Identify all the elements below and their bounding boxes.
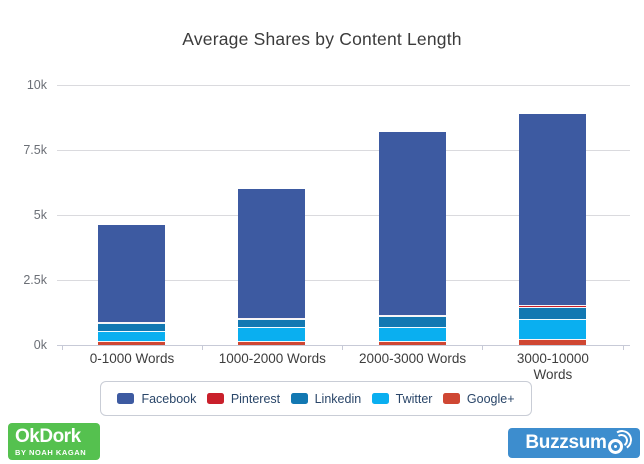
okdork-logo-subtitle: BY NOAH KAGAN bbox=[15, 447, 87, 457]
twitter-segment[interactable] bbox=[98, 330, 166, 341]
legend-swatch bbox=[117, 393, 135, 404]
twitter-segment[interactable] bbox=[519, 318, 587, 339]
facebook-segment[interactable] bbox=[98, 224, 166, 323]
legend-item-google[interactable]: Google+ bbox=[442, 391, 515, 406]
signal-arc-icon bbox=[609, 427, 634, 452]
twitter-segment[interactable] bbox=[238, 327, 306, 341]
bar-0-1000-words[interactable] bbox=[98, 224, 166, 345]
buzzsumo-logo[interactable]: Buzzsum bbox=[508, 427, 640, 458]
pinterest-segment[interactable] bbox=[238, 317, 306, 319]
facebook-segment[interactable] bbox=[519, 113, 587, 305]
x-axis-tick bbox=[482, 345, 484, 350]
okdork-logo[interactable]: OkDork BY NOAH KAGAN bbox=[8, 423, 100, 460]
x-axis-label: 3000-10000 Words bbox=[516, 351, 589, 383]
x-axis-label: 1000-2000 Words bbox=[218, 351, 326, 366]
y-axis-tick-label: 5k bbox=[33, 208, 47, 222]
gridline bbox=[57, 280, 630, 281]
legend-swatch bbox=[371, 393, 389, 404]
gridline bbox=[57, 85, 630, 86]
gridline bbox=[57, 215, 630, 216]
pinterest-segment[interactable] bbox=[519, 304, 587, 308]
legend-label: Linkedin bbox=[314, 391, 362, 406]
legend-swatch bbox=[290, 393, 308, 404]
pinterest-segment[interactable] bbox=[98, 322, 166, 324]
legend-swatch bbox=[442, 393, 460, 404]
chart-title: Average Shares by Content Length bbox=[182, 29, 462, 49]
x-axis-label: 2000-3000 Words bbox=[359, 351, 467, 366]
legend-item-facebook[interactable]: Facebook bbox=[117, 392, 196, 406]
facebook-segment[interactable] bbox=[238, 189, 306, 318]
linkedin-segment[interactable] bbox=[519, 307, 587, 319]
legend-label: Pinterest bbox=[230, 391, 281, 406]
google-segment[interactable] bbox=[98, 340, 166, 345]
bar-1000-2000-words[interactable] bbox=[238, 189, 306, 345]
legend-label: Facebook bbox=[141, 391, 197, 406]
buzzsumo-logo-text: Buzzsum bbox=[525, 432, 607, 453]
pinterest-segment[interactable] bbox=[378, 315, 446, 317]
google-segment[interactable] bbox=[238, 340, 306, 345]
y-axis-tick-label: 7.5k bbox=[23, 143, 47, 157]
linkedin-segment[interactable] bbox=[98, 323, 166, 331]
gridline bbox=[57, 345, 630, 346]
y-axis-tick-label: 2.5k bbox=[23, 273, 47, 287]
gridline bbox=[57, 150, 630, 151]
legend-label: Google+ bbox=[466, 391, 515, 406]
x-axis-tick bbox=[622, 345, 624, 350]
x-axis-label: 0-1000 Words bbox=[89, 351, 175, 366]
twitter-segment[interactable] bbox=[378, 326, 446, 342]
y-axis-tick-label: 10k bbox=[26, 78, 47, 92]
legend-item-twitter[interactable]: Twitter bbox=[371, 391, 433, 406]
legend-swatch bbox=[206, 393, 224, 404]
x-axis-tick bbox=[342, 345, 344, 350]
facebook-segment[interactable] bbox=[378, 131, 446, 316]
y-axis-tick-label: 0k bbox=[33, 338, 47, 352]
x-axis-tick bbox=[61, 345, 63, 350]
buzzsumo-o-icon bbox=[607, 427, 634, 454]
bar-2000-3000-words[interactable] bbox=[378, 131, 446, 345]
linkedin-segment[interactable] bbox=[378, 316, 446, 327]
google-segment[interactable] bbox=[378, 341, 446, 345]
legend-item-linkedin[interactable]: Linkedin bbox=[290, 391, 362, 406]
google-segment[interactable] bbox=[519, 338, 587, 345]
linkedin-segment[interactable] bbox=[238, 318, 306, 328]
okdork-logo-title: OkDork bbox=[15, 425, 81, 447]
buzzsumo-o-dot bbox=[613, 444, 617, 448]
x-axis-tick bbox=[201, 345, 203, 350]
legend: Facebook Pinterest Linkedin Twitter Google+ bbox=[100, 381, 532, 416]
bar-3000-10000-words[interactable] bbox=[519, 113, 587, 345]
legend-item-pinterest[interactable]: Pinterest bbox=[206, 391, 281, 406]
legend-label: Twitter bbox=[395, 391, 433, 406]
